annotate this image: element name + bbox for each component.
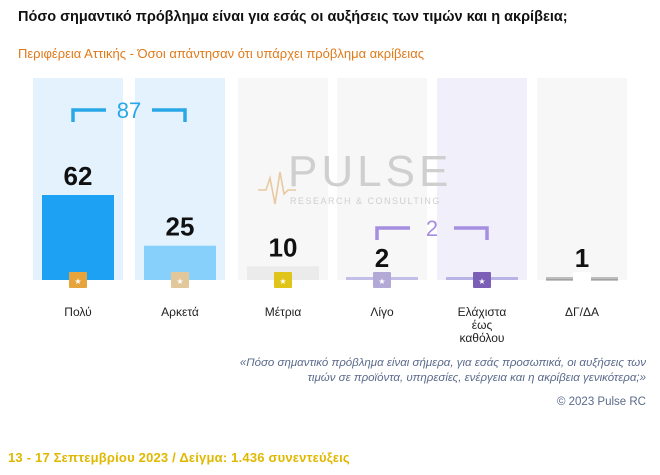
category-label: Λίγο — [370, 305, 394, 319]
icon-square — [171, 272, 189, 288]
watermark-brand: PULSE — [288, 147, 452, 196]
value-label: 62 — [64, 161, 93, 191]
category-label: καθόλου — [460, 331, 505, 345]
watermark-tagline: RESEARCH & CONSULTING — [290, 196, 441, 206]
bracket-right — [152, 108, 187, 122]
category-label: Μέτρια — [265, 305, 302, 319]
star-icon: ★ — [176, 277, 183, 286]
column-background — [337, 78, 427, 280]
category-label: Πολύ — [64, 305, 91, 319]
category-label: Αρκετά — [161, 305, 199, 319]
icon-square — [373, 272, 391, 288]
column-background — [537, 78, 627, 280]
bar-chart: PULSE RESEARCH & CONSULTING 87 2 62 ★ Πολύ 2… — [33, 78, 627, 345]
bracket-left — [71, 108, 106, 122]
star-icon: ★ — [74, 277, 81, 286]
pulse-watermark: PULSE RESEARCH & CONSULTING — [258, 147, 452, 206]
category-label: ΔΓ/ΔΑ — [565, 305, 599, 319]
bracket-right — [454, 226, 489, 240]
value-label: 25 — [166, 212, 195, 242]
star-icon: ★ — [378, 277, 385, 286]
category-label: έως — [472, 318, 493, 332]
icon-square — [69, 272, 87, 288]
column-background — [437, 78, 527, 280]
star-rating-icon: ★ — [373, 272, 391, 288]
star-icon: ★ — [478, 277, 485, 286]
category-label: Ελάχιστα — [458, 305, 507, 319]
chart-subtitle: Περιφέρεια Αττικής - Όσοι απάντησαν ότι … — [18, 46, 424, 61]
bracket-total-label: 2 — [426, 216, 438, 241]
star-icon: ★ — [279, 277, 286, 286]
survey-footer: 13 - 17 Σεπτεμβρίου 2023 / Δείγμα: 1.436… — [8, 450, 350, 465]
star-rating-icon: ★ — [69, 272, 87, 288]
icon-square — [274, 272, 292, 288]
chart-title: Πόσο σημαντικό πρόβλημα είναι για εσάς ο… — [18, 9, 568, 25]
star-rating-icon: ★ — [171, 272, 189, 288]
copyright: © 2023 Pulse RC — [556, 396, 646, 408]
bar-0 — [42, 195, 114, 280]
star-rating-icon: ★ — [274, 272, 292, 288]
star-rating-icon: ★ — [473, 272, 491, 288]
value-label: 2 — [375, 243, 389, 273]
watermark-pulse-line-icon — [258, 171, 296, 205]
icon-square — [473, 272, 491, 288]
bracket-total-label: 87 — [117, 98, 141, 123]
value-label: 1 — [575, 243, 589, 273]
icon-square — [573, 272, 591, 288]
value-label: 10 — [269, 232, 298, 262]
star-rating-icon — [573, 272, 591, 288]
bracket-left — [375, 226, 410, 240]
column-background — [238, 78, 328, 280]
question-quote: «Πόσο σημαντικό πρόβλημα είναι σήμερα, γ… — [239, 357, 646, 384]
